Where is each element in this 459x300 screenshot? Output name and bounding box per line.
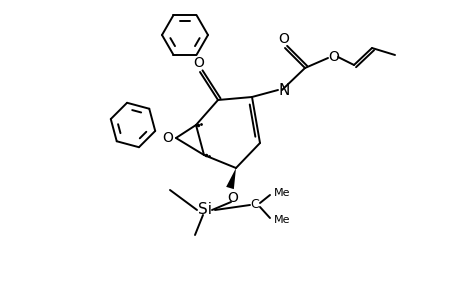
Polygon shape [226, 168, 235, 189]
Text: O: O [193, 56, 204, 70]
Text: O: O [328, 50, 339, 64]
Text: N: N [278, 82, 289, 98]
Text: O: O [278, 32, 289, 46]
Text: O: O [162, 131, 173, 145]
Text: O: O [227, 191, 238, 205]
Text: Me: Me [273, 188, 290, 198]
Text: Si: Si [197, 202, 212, 217]
Text: Me: Me [273, 215, 290, 225]
Text: C: C [250, 199, 259, 212]
